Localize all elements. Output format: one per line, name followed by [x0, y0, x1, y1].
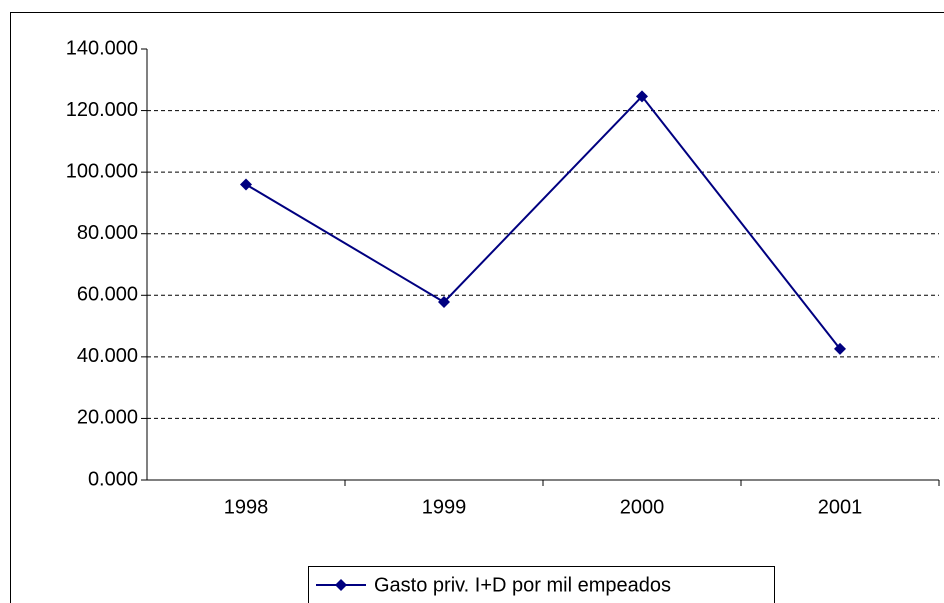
- point: [240, 178, 252, 191]
- point: [834, 342, 846, 355]
- legend-label: Gasto priv. I+D por mil empeados: [374, 574, 671, 596]
- y-tick-label: 100.000: [66, 160, 138, 182]
- x-tick-label: 2001: [818, 496, 863, 518]
- line: [245, 94, 841, 350]
- y-tick-label: 120.000: [66, 99, 138, 121]
- x-tick-label: 1999: [422, 496, 467, 518]
- y-tick-label: 60.000: [77, 284, 138, 306]
- y-tick-label: 20.000: [77, 407, 138, 429]
- x-tick-label: 2000: [620, 496, 665, 518]
- y-tick-label: 0.000: [88, 468, 138, 490]
- y-tick-label: 80.000: [77, 222, 138, 244]
- y-tick-label: 40.000: [77, 345, 138, 367]
- x-tick-label: 1998: [224, 496, 269, 518]
- point: [636, 90, 648, 103]
- point: [335, 579, 347, 591]
- point: [438, 296, 450, 309]
- y-tick-label: 140.000: [66, 37, 138, 59]
- legend-box: [308, 566, 775, 603]
- chart-frame: [10, 12, 944, 603]
